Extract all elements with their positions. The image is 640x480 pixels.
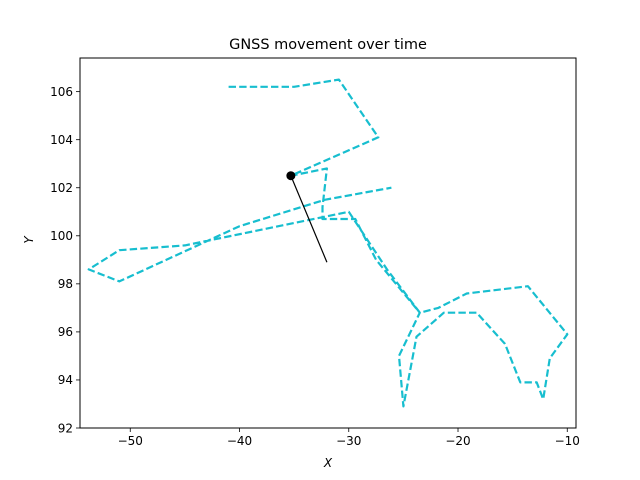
series-line-0 <box>87 78 569 408</box>
plot-area <box>87 78 569 408</box>
x-tick-label: −50 <box>118 434 143 448</box>
x-tick-label: −40 <box>227 434 252 448</box>
y-tick-label: 100 <box>50 229 73 243</box>
x-tick-label: −30 <box>336 434 361 448</box>
y-axis-label: Y <box>22 235 36 244</box>
x-tick-label: −20 <box>445 434 470 448</box>
y-tick-label: 94 <box>58 373 73 387</box>
x-axis-ticks: −50 −40 −30 −20 −10 <box>118 428 580 448</box>
heading-line <box>290 175 328 263</box>
y-tick-label: 106 <box>50 85 73 99</box>
y-tick-label: 102 <box>50 181 73 195</box>
axes-frame <box>79 57 577 429</box>
y-tick-label: 98 <box>58 277 73 291</box>
y-axis-ticks: 92 94 96 98 100 102 104 106 <box>50 85 80 435</box>
current-position-marker <box>286 171 296 181</box>
y-tick-label: 92 <box>58 421 73 435</box>
y-tick-label: 104 <box>50 133 73 147</box>
y-tick-label: 96 <box>58 325 73 339</box>
chart-title: GNSS movement over time <box>229 37 427 53</box>
x-axis-label: X <box>323 456 333 470</box>
x-tick-label: −10 <box>555 434 580 448</box>
